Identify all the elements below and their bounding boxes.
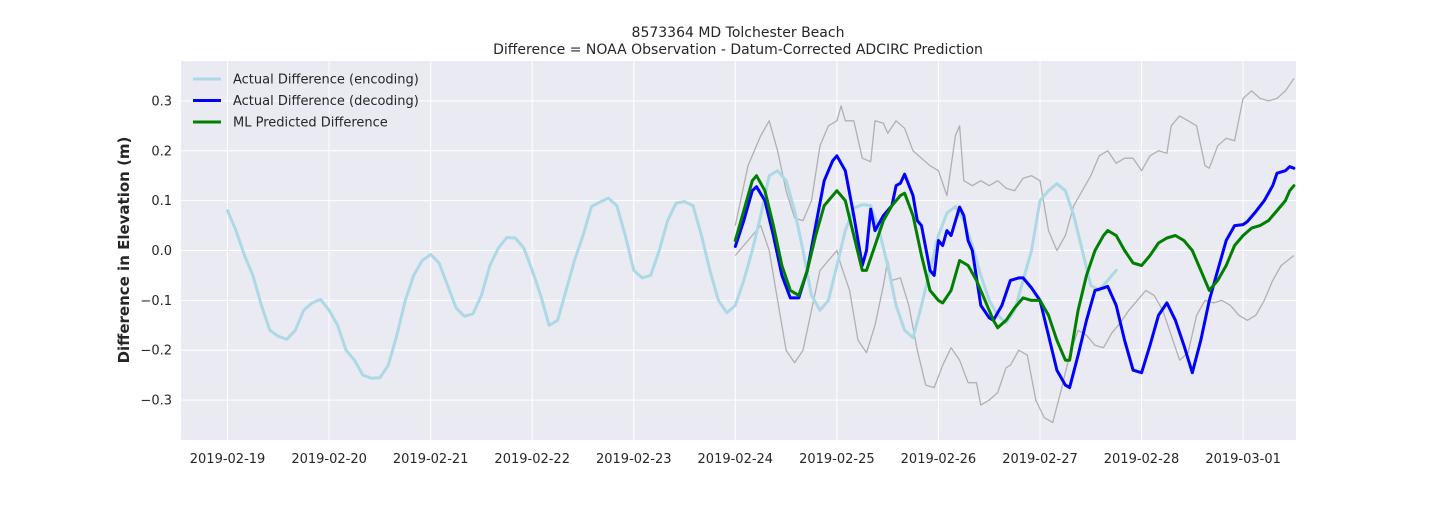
x-tick-label: 2019-02-28 [1104,452,1180,467]
x-tick-label: 2019-02-22 [494,452,570,467]
y-tick-label: 0.1 [151,194,172,209]
x-tick-label: 2019-03-01 [1205,452,1281,467]
band-upper-line [734,78,1295,252]
y-axis-label: Difference in Elevation (m) [115,137,133,364]
x-tick-label: 2019-02-26 [901,452,977,467]
series-ml-predicted-line [733,174,1296,362]
legend-label: Actual Difference (encoding) [233,73,419,88]
y-tick-label: −0.1 [140,294,172,309]
x-tick-label: 2019-02-25 [799,452,875,467]
legend-label: ML Predicted Difference [233,116,388,131]
y-tick-label: −0.3 [140,394,172,409]
band-lower-line [734,224,1295,424]
y-tick-label: 0.0 [151,244,172,259]
chart-title: 8573364 MD Tolchester Beach [632,25,845,41]
y-tick-label: 0.2 [151,144,172,159]
x-tick-label: 2019-02-21 [393,452,469,467]
y-tick-label: −0.2 [140,344,172,359]
chart-subtitle: Difference = NOAA Observation - Datum-Co… [493,42,983,58]
series-lines [226,154,1296,390]
x-tick-label: 2019-02-19 [190,452,266,467]
bands [734,78,1295,424]
x-tick-label: 2019-02-23 [596,452,672,467]
x-tick-label: 2019-02-24 [698,452,774,467]
legend: Actual Difference (encoding) Actual Diffe… [193,73,419,131]
x-tick-label: 2019-02-20 [291,452,367,467]
y-tick-label: 0.3 [151,94,172,109]
x-tick-label: 2019-02-27 [1002,452,1078,467]
y-tick-labels: −0.3 −0.2 −0.1 0.0 0.1 0.2 0.3 [140,94,172,408]
legend-label: Actual Difference (decoding) [233,94,419,109]
x-tick-labels: 2019-02-19 2019-02-20 2019-02-21 2019-02-22… [190,452,1281,467]
